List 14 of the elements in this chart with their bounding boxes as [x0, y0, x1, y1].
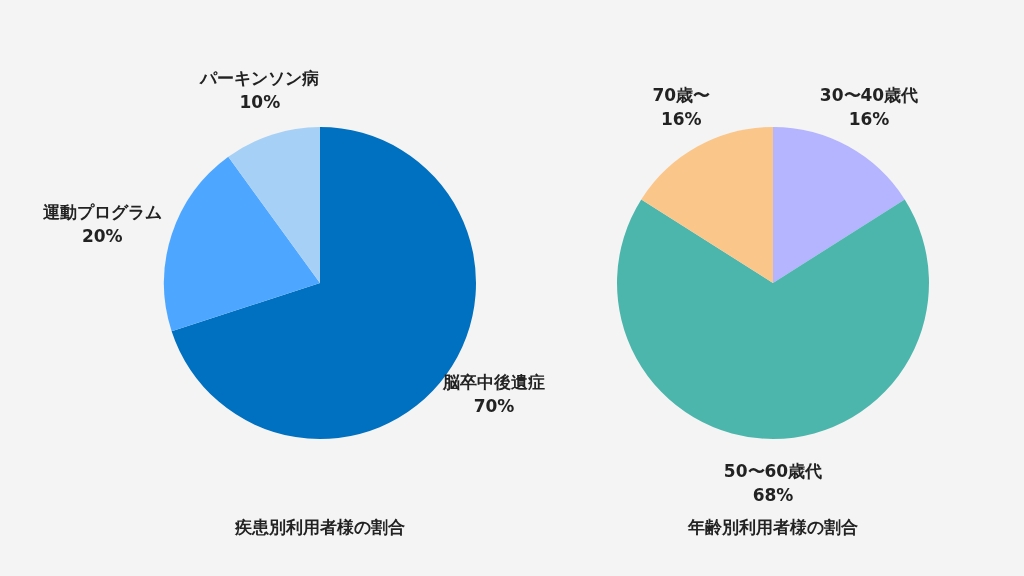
slice-label: 脳卒中後遺症 [442, 372, 546, 393]
slice-label: パーキンソン病 [199, 68, 320, 89]
data-label: 68% [752, 485, 794, 506]
data-label: 10% [239, 92, 281, 113]
text: 疾患別利用者様の割合 [234, 516, 406, 539]
data-label: 70% [473, 396, 515, 417]
slice-label: 30〜40歳代 [819, 85, 919, 106]
text: 年齢別利用者様の割合 [687, 516, 859, 539]
slice-label: 50〜60歳代 [723, 461, 823, 482]
data-label: 16% [848, 109, 890, 130]
data-label: 16% [660, 109, 702, 130]
slice-label: 運動プログラム [41, 202, 162, 223]
slice-label: 70歳〜 [652, 85, 711, 106]
data-label: 20% [81, 226, 123, 247]
